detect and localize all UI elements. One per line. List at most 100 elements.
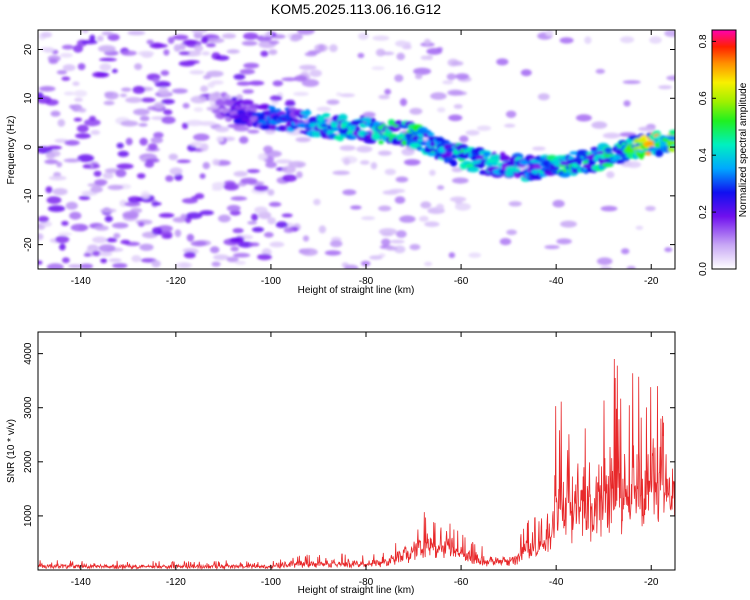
heatmap-noise-cell bbox=[506, 229, 517, 236]
spectrogram-panel: -140 -120 -100 -80 -60 -40 -20 20 10 0 -10 -20 Hei… bbox=[6, 29, 676, 296]
heatmap-noise-cell bbox=[309, 69, 322, 78]
y-tick-label: 4000 bbox=[23, 342, 34, 365]
colorbar-tick-label: 0.2 bbox=[698, 205, 709, 219]
heatmap-noise-cell bbox=[448, 252, 456, 259]
heatmap-noise-cell bbox=[342, 189, 357, 196]
heatmap-noise-cell bbox=[207, 37, 225, 44]
heatmap-noise-cell bbox=[218, 214, 231, 223]
heatmap-noise-cell bbox=[62, 257, 70, 264]
heatmap-noise-cell bbox=[90, 186, 103, 193]
heatmap-noise-cell bbox=[329, 44, 338, 53]
heatmap-noise-cell bbox=[211, 261, 221, 267]
heatmap-noise-cell bbox=[215, 126, 230, 133]
heatmap-noise-cell bbox=[476, 125, 492, 131]
heatmap-noise-cell bbox=[140, 97, 156, 103]
heatmap-noise-cell bbox=[201, 51, 210, 56]
heatmap-noise-cell bbox=[272, 80, 284, 87]
heatmap-noise-cell bbox=[449, 196, 467, 203]
heatmap-noise-cell bbox=[452, 177, 469, 184]
heatmap-noise-cell bbox=[181, 122, 189, 129]
heatmap-noise-cell bbox=[102, 172, 114, 180]
heatmap-noise-cell bbox=[98, 244, 116, 253]
heatmap-noise-cell bbox=[151, 227, 163, 235]
heatmap-ridge-cell bbox=[450, 159, 458, 167]
spectrogram-y-label: Frequency (Hz) bbox=[6, 116, 17, 185]
heatmap-noise-cell bbox=[257, 253, 272, 261]
heatmap-noise-cell bbox=[90, 130, 101, 135]
heatmap-noise-cell bbox=[81, 30, 89, 34]
heatmap-ridge-cell bbox=[667, 147, 675, 152]
heatmap-noise-cell bbox=[160, 70, 170, 76]
heatmap-noise-cell bbox=[468, 252, 482, 258]
heatmap-noise-cell bbox=[216, 136, 224, 143]
heatmap-noise-cell bbox=[424, 221, 440, 227]
heatmap-ridge-cell bbox=[355, 125, 361, 133]
snr-series-line bbox=[38, 358, 675, 570]
heatmap-noise-cell bbox=[253, 185, 269, 192]
heatmap-noise-cell bbox=[163, 49, 170, 56]
heatmap-noise-cell bbox=[666, 75, 675, 81]
heatmap-noise-cell bbox=[182, 102, 190, 109]
heatmap-ridge-cell bbox=[322, 112, 331, 119]
heatmap-noise-cell bbox=[396, 52, 406, 61]
heatmap-noise-cell bbox=[41, 31, 53, 38]
heatmap-noise-cell bbox=[77, 63, 86, 71]
heatmap-noise-cell bbox=[210, 80, 224, 85]
heatmap-noise-cell bbox=[233, 126, 250, 132]
heatmap-noise-cell bbox=[664, 247, 673, 253]
heatmap-noise-cell bbox=[69, 211, 82, 220]
heatmap-noise-cell bbox=[635, 225, 644, 230]
heatmap-noise-cell bbox=[316, 106, 331, 112]
heatmap-noise-cell bbox=[211, 187, 223, 191]
snr-y-label: SNR (10 * v/v) bbox=[6, 419, 17, 483]
heatmap-ridge-cell bbox=[317, 115, 325, 123]
heatmap-noise-cell bbox=[137, 50, 155, 56]
heatmap-noise-cell bbox=[100, 208, 117, 213]
heatmap-noise-cell bbox=[282, 174, 297, 182]
heatmap-noise-cell bbox=[599, 266, 612, 269]
heatmap-noise-cell bbox=[459, 135, 469, 143]
heatmap-noise-cell bbox=[92, 250, 102, 257]
heatmap-noise-cell bbox=[70, 223, 89, 232]
heatmap-noise-cell bbox=[99, 57, 117, 62]
heatmap-noise-cell bbox=[620, 36, 635, 44]
heatmap-noise-cell bbox=[80, 263, 93, 269]
y-tick-label: 10 bbox=[23, 92, 34, 104]
heatmap-noise-cell bbox=[559, 37, 574, 44]
heatmap-noise-cell bbox=[496, 58, 509, 66]
heatmap-noise-cell bbox=[424, 261, 433, 267]
x-tick-label: -80 bbox=[359, 577, 374, 588]
heatmap-ridge-cell bbox=[531, 164, 542, 169]
heatmap-noise-cell bbox=[248, 80, 265, 86]
heatmap-noise-cell bbox=[269, 241, 285, 248]
heatmap-noise-cell bbox=[47, 205, 66, 213]
heatmap-noise-cell bbox=[121, 87, 132, 92]
heatmap-noise-cell bbox=[38, 215, 49, 223]
heatmap-noise-cell bbox=[45, 152, 56, 159]
heatmap-noise-cell bbox=[499, 238, 512, 246]
heatmap-ridge-cell bbox=[483, 151, 491, 157]
colorbar-tick-label: 0.8 bbox=[698, 34, 709, 48]
heatmap-noise-cell bbox=[556, 238, 572, 245]
heatmap-noise-cell bbox=[448, 114, 463, 122]
heatmap-noise-cell bbox=[213, 254, 230, 261]
heatmap-noise-cell bbox=[395, 40, 408, 47]
heatmap-noise-cell bbox=[99, 63, 112, 71]
heatmap-noise-cell bbox=[390, 239, 405, 244]
heatmap-noise-cell bbox=[226, 49, 240, 54]
heatmap-noise-cell bbox=[56, 70, 68, 75]
y-tick-label: 3000 bbox=[23, 396, 34, 419]
heatmap-noise-cell bbox=[73, 117, 82, 122]
colorbar-tick-label: 0.4 bbox=[698, 148, 709, 162]
colorbar-label: Normalized spectral amplitude bbox=[738, 82, 749, 217]
heatmap-ridge-cell bbox=[224, 94, 231, 99]
heatmap-noise-cell bbox=[200, 143, 209, 152]
heatmap-noise-cell bbox=[62, 64, 76, 72]
heatmap-noise-cell bbox=[545, 30, 554, 37]
heatmap-noise-cell bbox=[295, 137, 311, 143]
heatmap-noise-cell bbox=[300, 248, 318, 256]
heatmap-noise-cell bbox=[375, 48, 386, 57]
colorbar-ticks: 0.0 0.2 0.4 0.6 0.8 bbox=[698, 34, 716, 276]
heatmap-noise-cell bbox=[127, 30, 146, 36]
heatmap-noise-cell bbox=[191, 30, 208, 34]
